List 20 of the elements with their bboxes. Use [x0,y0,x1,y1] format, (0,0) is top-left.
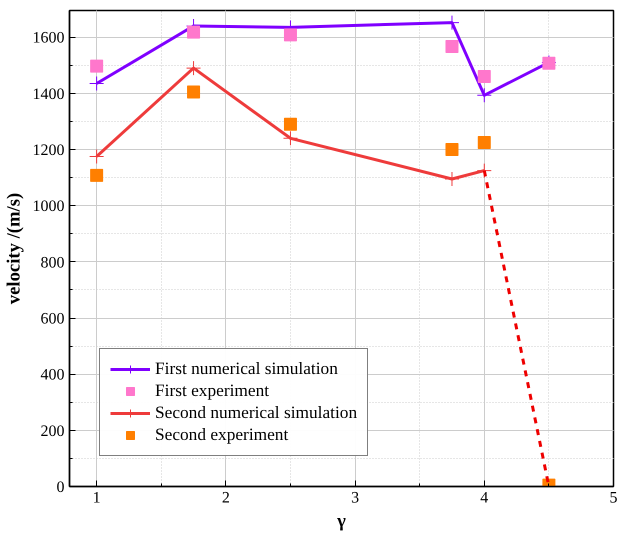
y-tick-label: 400 [40,366,64,384]
legend-label: First numerical simulation [155,359,338,379]
x-tick-label: 5 [610,490,618,506]
y-tick-label: 200 [40,422,64,440]
y-tick-label: 1600 [32,30,64,47]
y-tick-label: 1000 [32,198,64,216]
y-tick-label: 0 [56,479,64,496]
x-tick-label: 1 [92,490,101,506]
legend-label: First experiment [155,381,270,401]
y-axis-title: velocity /(m/s) [4,192,24,304]
y-tick-label: 600 [40,310,64,328]
y-tick-label: 800 [40,254,64,272]
legend-label: Second experiment [155,425,288,445]
x-tick-label: 3 [351,490,360,506]
y-tick-label: 1400 [32,86,64,103]
x-tick-label: 2 [222,490,230,506]
y-tick-label: 1200 [32,142,64,160]
x-tick-label: 4 [480,490,488,506]
x-axis-title: γ [336,510,346,532]
legend-label: Second numerical simulation [155,403,358,423]
